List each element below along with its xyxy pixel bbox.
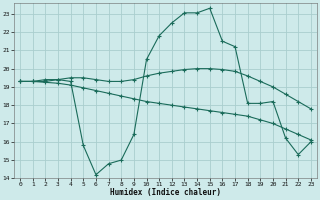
X-axis label: Humidex (Indice chaleur): Humidex (Indice chaleur) [110, 188, 221, 197]
